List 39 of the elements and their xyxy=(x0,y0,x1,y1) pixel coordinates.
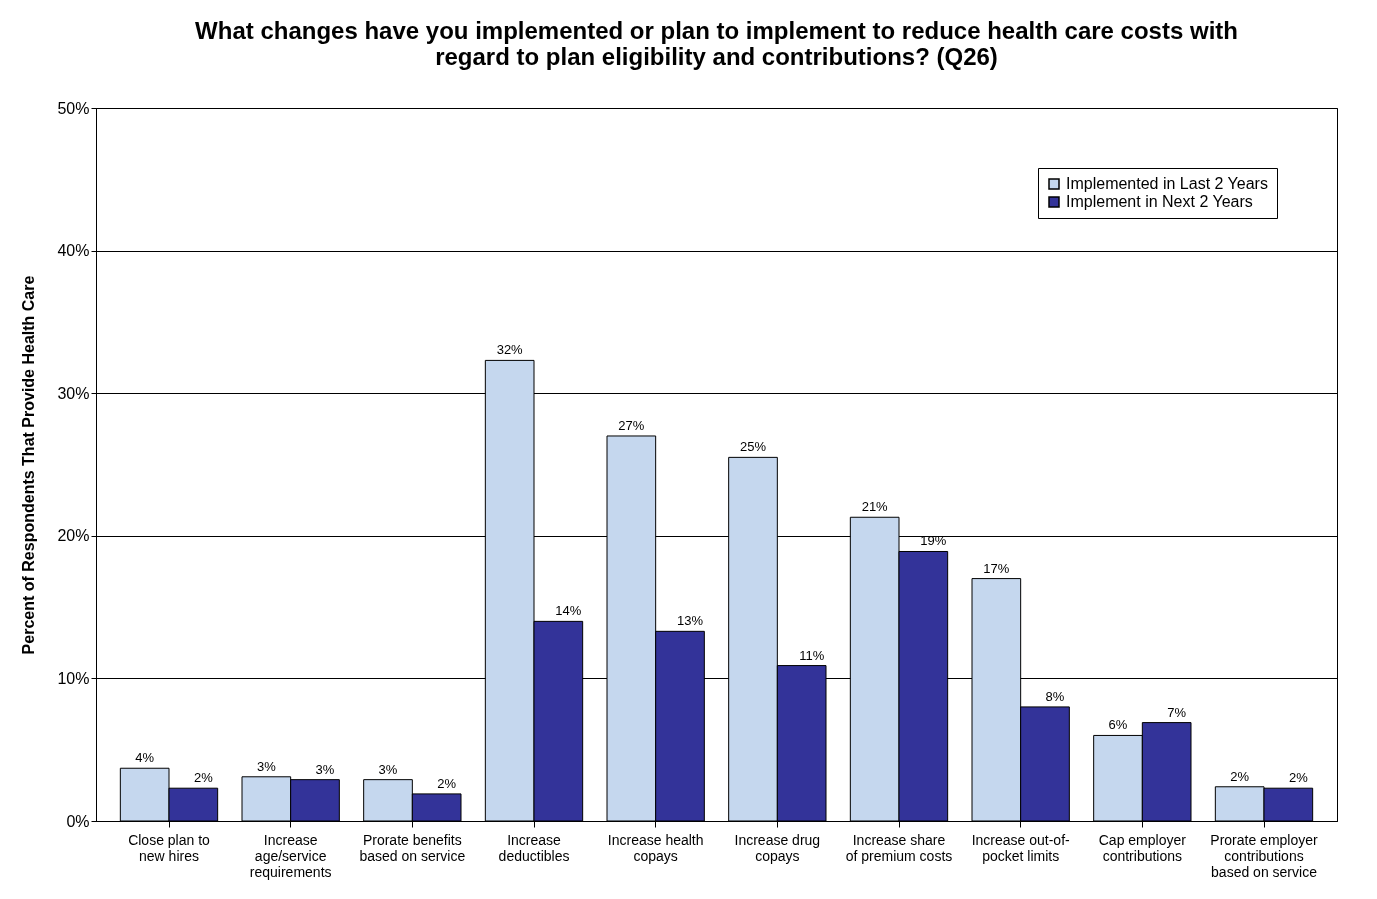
x-tick-label: Increase share of premium costs xyxy=(845,831,953,864)
data-label: 7% xyxy=(1167,704,1187,720)
data-label: 2% xyxy=(1230,768,1250,784)
data-label: 2% xyxy=(1288,770,1309,786)
y-tick-label: 20% xyxy=(57,527,90,545)
x-tick-label: Increase out-of-pocket limits xyxy=(971,831,1071,864)
data-label: 11% xyxy=(799,647,825,663)
x-tick-label: Increase drug copays xyxy=(734,831,821,864)
data-label: 32% xyxy=(496,342,524,358)
data-label: 25% xyxy=(739,439,767,455)
y-tick-label: 30% xyxy=(57,384,90,402)
data-label: 3% xyxy=(378,761,398,777)
data-label: 2% xyxy=(193,770,214,786)
data-label: 14% xyxy=(555,603,582,619)
x-tick-label: Increase deductibles xyxy=(498,831,570,864)
x-tick-label: Cap employer contributions xyxy=(1098,831,1187,864)
y-tick-label: 40% xyxy=(57,242,90,260)
legend-label: Implement in Next 2 Years xyxy=(1066,193,1253,210)
data-label: 3% xyxy=(315,761,335,777)
chart-title: What changes have you implemented or plan to implement to reduce health care costs with regard to plan eligibility and contributions? (Q26) xyxy=(195,17,1238,70)
data-label: 27% xyxy=(618,417,645,433)
data-label: 6% xyxy=(1108,717,1128,733)
data-label: 13% xyxy=(676,613,704,629)
y-axis-title: Percent of Respondents That Provide Health Care xyxy=(20,275,38,655)
y-tick-label: 50% xyxy=(57,99,90,117)
data-label: 2% xyxy=(437,775,457,791)
x-tick-label: Close plan to new hires xyxy=(128,831,211,864)
data-label: 21% xyxy=(861,499,889,515)
x-tick-label: Prorate employer contributions based on service xyxy=(1210,831,1319,880)
y-tick-label: 10% xyxy=(57,669,90,687)
legend-label: Implemented in Last 2 Years xyxy=(1066,175,1268,192)
y-tick-label: 0% xyxy=(66,812,90,830)
x-tick-label: Increase health copays xyxy=(607,831,704,864)
data-label: 17% xyxy=(983,560,1010,576)
data-label: 3% xyxy=(256,758,277,774)
data-label: 8% xyxy=(1045,688,1065,704)
x-tick-label: Increase age/service requirements xyxy=(249,831,332,880)
data-label: 4% xyxy=(135,750,155,766)
x-tick-label: Prorate benefits based on service xyxy=(359,831,466,864)
